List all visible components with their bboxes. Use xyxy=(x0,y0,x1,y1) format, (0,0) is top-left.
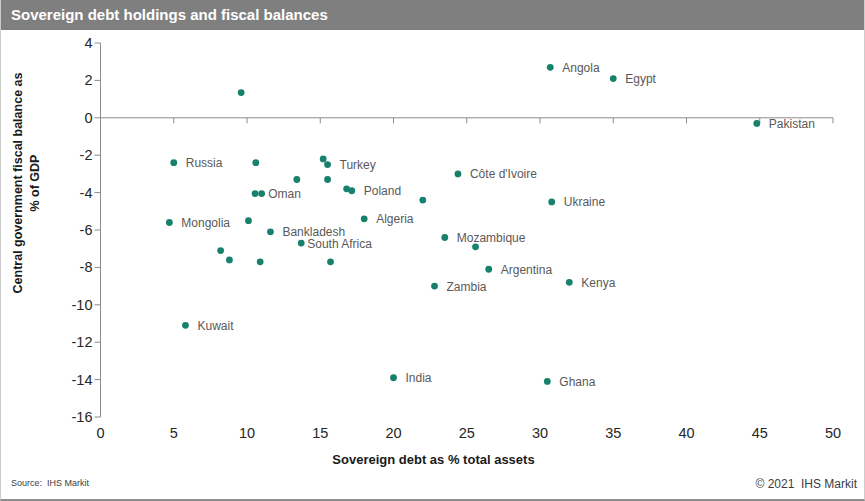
chart-window: Sovereign debt holdings and fiscal balan… xyxy=(0,0,865,501)
data-point xyxy=(547,64,554,71)
data-point xyxy=(441,234,448,241)
y-tick-label: -8 xyxy=(80,259,93,275)
data-point-label: Mozambique xyxy=(457,231,526,245)
data-point-label: Mongolia xyxy=(181,216,230,230)
x-tick-label: 0 xyxy=(96,425,104,441)
data-point xyxy=(324,176,331,183)
data-point xyxy=(166,219,173,226)
data-point xyxy=(293,176,300,183)
y-tick-label: 4 xyxy=(84,35,92,51)
data-point-label: Argentina xyxy=(501,263,553,277)
x-tick-label: 25 xyxy=(459,425,475,441)
x-tick-label: 35 xyxy=(605,425,621,441)
data-point-label: Russia xyxy=(186,156,223,170)
y-tick-label: -12 xyxy=(72,334,93,350)
data-point xyxy=(245,217,252,224)
data-point-label: Pakistan xyxy=(769,117,815,131)
data-point xyxy=(324,161,331,168)
x-tick-label: 40 xyxy=(678,425,694,441)
data-point xyxy=(431,283,438,290)
data-point-label: Ghana xyxy=(559,375,595,389)
data-point-label: Angola xyxy=(562,61,600,75)
x-tick-label: 45 xyxy=(752,425,768,441)
data-point xyxy=(320,156,327,163)
data-point xyxy=(257,258,264,265)
x-tick-label: 30 xyxy=(532,425,548,441)
y-tick-label: -2 xyxy=(80,147,93,163)
copyright-note: © 2021 IHS Markit xyxy=(755,477,857,491)
data-point-label: Kuwait xyxy=(197,319,234,333)
data-point xyxy=(455,171,462,178)
data-point xyxy=(419,197,426,204)
data-point xyxy=(267,228,274,235)
data-point xyxy=(217,247,224,254)
data-point-label: Algeria xyxy=(376,212,414,226)
data-point-label: Ukraine xyxy=(564,195,606,209)
data-point-label: South Africa xyxy=(307,237,372,251)
y-tick-label: -6 xyxy=(80,222,93,238)
y-tick-label: 2 xyxy=(84,72,92,88)
data-point xyxy=(252,190,259,197)
data-point-label: India xyxy=(406,371,432,385)
source-note: Source: IHS Markit xyxy=(11,478,89,488)
data-point xyxy=(252,159,259,166)
data-point xyxy=(258,190,265,197)
scatter-plot: 420-2-4-6-8-10-12-14-1605101520253035404… xyxy=(1,0,865,501)
y-tick-label: -14 xyxy=(72,372,93,388)
data-point xyxy=(348,187,355,194)
data-point xyxy=(548,199,555,206)
data-point-label: Turkey xyxy=(340,158,376,172)
data-point xyxy=(182,322,189,329)
data-point-label: Zambia xyxy=(447,280,487,294)
data-point xyxy=(238,89,245,96)
x-axis-title: Sovereign debt as % total assets xyxy=(1,452,865,467)
data-point-label: Poland xyxy=(364,184,401,198)
data-point xyxy=(361,215,368,222)
y-tick-label: -10 xyxy=(72,297,93,313)
data-point-label: Kenya xyxy=(581,276,615,290)
x-tick-label: 15 xyxy=(312,425,328,441)
y-axis-title-line: Central government fiscal balance as xyxy=(11,72,25,293)
data-point-label: Oman xyxy=(268,187,301,201)
data-point xyxy=(544,378,551,385)
x-tick-label: 50 xyxy=(825,425,841,441)
data-point xyxy=(390,374,397,381)
data-point xyxy=(566,279,573,286)
y-tick-label: -16 xyxy=(72,409,93,425)
data-point xyxy=(472,243,479,250)
data-point xyxy=(485,266,492,273)
data-point xyxy=(226,257,233,264)
y-axis-title-line: % of GDP xyxy=(28,155,42,212)
data-point-label: Côte d'Ivoire xyxy=(470,167,537,181)
data-point xyxy=(170,159,177,166)
data-point-label: Egypt xyxy=(625,72,656,86)
x-tick-label: 5 xyxy=(170,425,178,441)
data-point xyxy=(753,120,760,127)
data-point xyxy=(610,75,617,82)
x-tick-label: 10 xyxy=(239,425,255,441)
data-point xyxy=(298,240,305,247)
y-tick-label: 0 xyxy=(84,110,92,126)
x-tick-label: 20 xyxy=(385,425,401,441)
data-point xyxy=(327,258,334,265)
y-tick-label: -4 xyxy=(80,185,93,201)
